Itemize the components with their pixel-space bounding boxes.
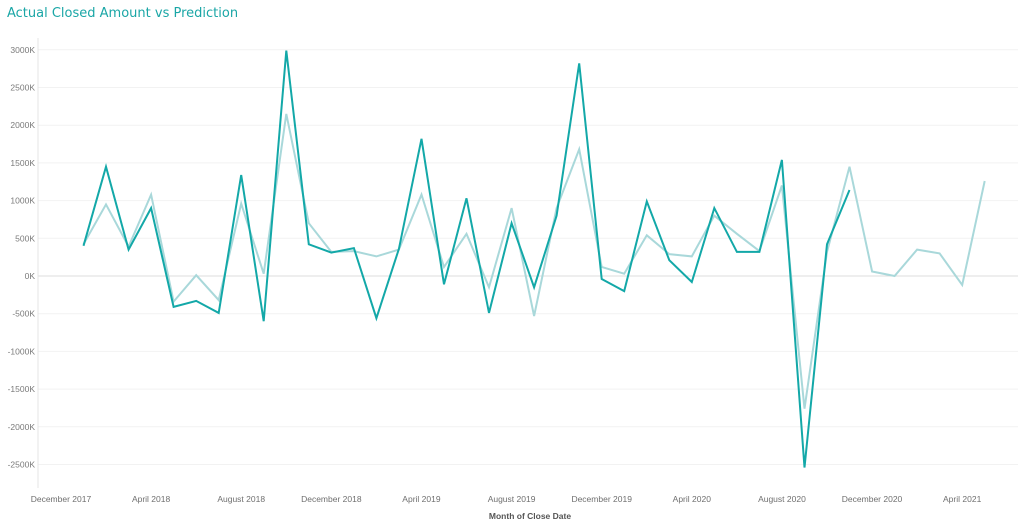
x-tick-label: August 2018 [217,494,265,504]
y-tick-label: 1000K [10,196,35,206]
x-tick-label: December 2019 [571,494,632,504]
x-axis-label: Month of Close Date [489,511,571,521]
y-tick-label: 500K [15,233,35,243]
series-lines [82,50,986,468]
y-tick-label: 0K [25,271,36,281]
x-tick-label: December 2020 [842,494,903,504]
x-tick-label: August 2019 [488,494,536,504]
y-axis-ticks: 3000K 2500K 2000K 1500K 1000K 500K 0K -500K -100… [8,45,36,470]
x-tick-label: August 2020 [758,494,806,504]
x-tick-label: April 2018 [132,494,171,504]
series-line-prediction [82,113,986,409]
y-tick-label: 2000K [10,120,35,130]
y-tick-label: -2500K [8,460,36,470]
x-tick-label: April 2019 [402,494,441,504]
y-tick-label: -1000K [8,346,36,356]
y-tick-label: -500K [12,309,35,319]
y-tick-label: 1500K [10,158,35,168]
series-line-actual [82,50,851,468]
gridlines [37,38,1018,488]
x-tick-label: April 2020 [673,494,712,504]
y-tick-label: 2500K [10,83,35,93]
x-tick-label: December 2017 [31,494,92,504]
y-tick-label: -2000K [8,422,36,432]
y-tick-label: 3000K [10,45,35,55]
chart-title: Actual Closed Amount vs Prediction [7,6,239,21]
x-axis-ticks: December 2017 April 2018 August 2018 Decemb… [31,494,982,504]
x-tick-label: December 2018 [301,494,362,504]
y-tick-label: -1500K [8,384,36,394]
x-tick-label: April 2021 [943,494,982,504]
